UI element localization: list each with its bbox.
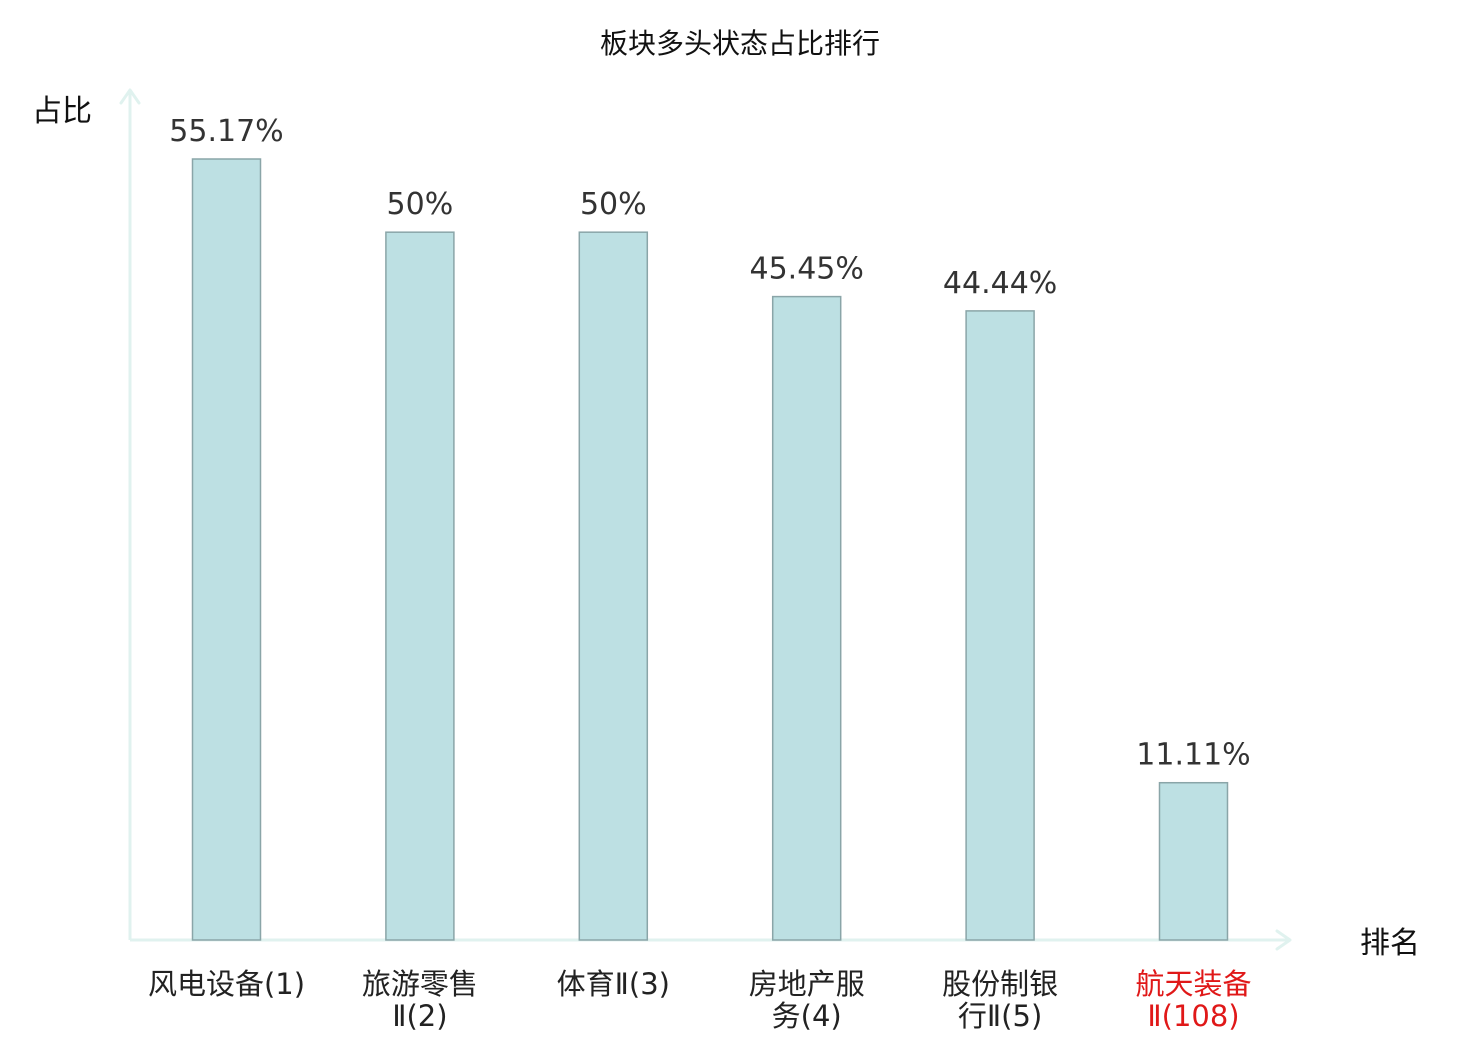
y-axis-label: 占比 (32, 94, 92, 129)
bar-value-label: 50% (387, 187, 454, 222)
bar (965, 310, 1035, 941)
category-tick-label: Ⅱ(108) (1147, 999, 1239, 1033)
y-axis-arrow (119, 88, 141, 105)
bar (1158, 781, 1229, 941)
bar-value-label: 50% (580, 187, 647, 222)
category-tick-label: 风电设备(1) (148, 967, 305, 1001)
category-tick-label: 务(4) (772, 999, 842, 1033)
bar-value-label: 45.45% (750, 252, 864, 287)
bar-value-label: 44.44% (943, 266, 1057, 301)
chart-title: 板块多头状态占比排行 (600, 27, 880, 60)
category-tick-label: Ⅱ(2) (392, 999, 447, 1033)
category-tick-label: 旅游零售 (362, 967, 478, 1001)
x-axis-label: 排名 (1360, 926, 1420, 961)
category-tick-label: 航天装备 (1135, 967, 1251, 1001)
bar (385, 231, 455, 941)
category-tick-label: 体育Ⅱ(3) (557, 967, 670, 1001)
category-tick-label: 房地产服 (749, 967, 865, 1001)
x-axis-arrow (1275, 929, 1292, 951)
value-labels: 55.17% 50% 50% 45.45% 44.44% 11.11% (169, 114, 1250, 773)
bars (191, 158, 1229, 941)
bar-value-label: 55.17% (169, 114, 283, 149)
bar (191, 158, 262, 941)
axes (119, 88, 1292, 951)
category-tick-label: 股份制银 (942, 967, 1058, 1001)
bar (771, 295, 842, 941)
category-tick-label: 行Ⅱ(5) (958, 999, 1042, 1033)
bar-value-label: 11.11% (1136, 738, 1250, 773)
bar (578, 231, 649, 941)
